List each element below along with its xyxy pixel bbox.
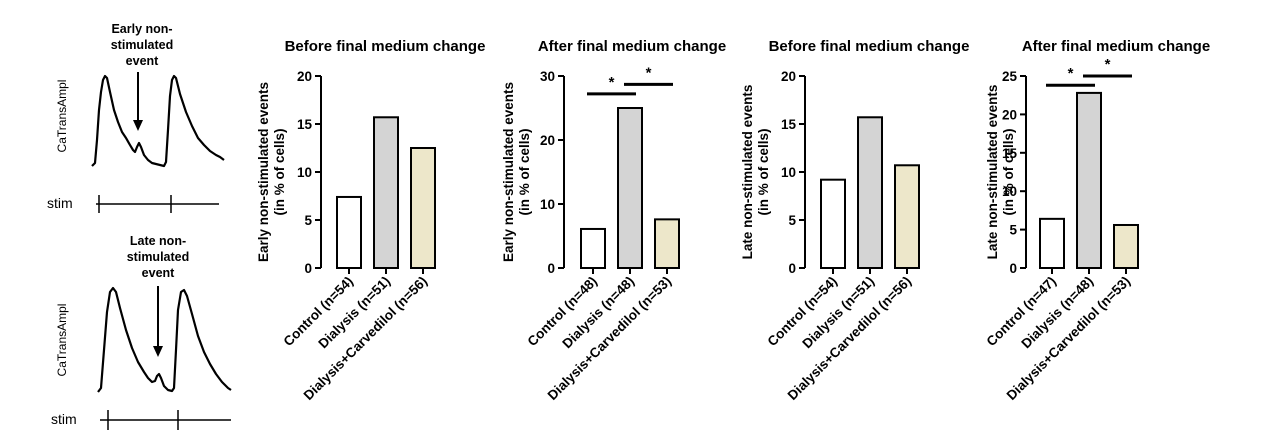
late-event-arrow-head: [153, 346, 163, 357]
late-before-bar-3: [894, 164, 920, 269]
late-calcium-trace: [97, 286, 232, 393]
early-event-arrow-head: [133, 120, 143, 131]
late-before-chart-title: Before final medium change: [769, 38, 970, 55]
late-after-y-axis-label-line: Late non-stimulated events: [985, 85, 1000, 260]
early-before-y-tick-label: 20: [297, 69, 312, 84]
early-after-y-tick-label: 20: [540, 133, 555, 148]
early-after-chart-title: After final medium change: [538, 38, 726, 55]
late-trace-title-line-1: Late non-: [130, 234, 186, 248]
early-before-y-tick-label: 0: [304, 261, 312, 276]
late-after-chart-title: After final medium change: [1022, 38, 1210, 55]
early-before-y-tick-label: 5: [304, 213, 312, 228]
early-after-y-tick-label: 30: [540, 69, 555, 84]
early-after-bar-2: [617, 107, 643, 269]
early-after-significance-star-2: *: [646, 64, 652, 81]
late-after-y-axis-label-line: (in % of cells): [1001, 128, 1016, 215]
late-before-y-axis-label-line: Late non-stimulated events: [740, 85, 755, 260]
early-before-y-axis-label: Early non-stimulated events(in % of cell…: [256, 82, 287, 262]
late-before-y-axis-label: Late non-stimulated events(in % of cells…: [740, 85, 771, 260]
late-after-y-tick-label: 10: [1002, 184, 1017, 199]
early-after-bar-3: [654, 218, 680, 269]
early-before-y-tick-label: 15: [297, 117, 313, 132]
late-after-significance-star-1: *: [1068, 65, 1074, 82]
late-after-y-tick-label: 25: [1002, 69, 1018, 84]
early-before-y-axis-label-line: (in % of cells): [272, 128, 287, 215]
early-after-y-tick-label: 0: [547, 261, 555, 276]
early-stim-label: stim: [47, 195, 73, 211]
late-before-y-tick-label: 0: [788, 261, 796, 276]
early-before-bar-2: [373, 116, 399, 269]
late-after-y-axis-label: Late non-stimulated events(in % of cells…: [985, 85, 1016, 260]
late-before-y-axis-label-line: (in % of cells): [756, 128, 771, 215]
late-after-y-tick-label: 20: [1002, 107, 1017, 122]
early-trace-title-line-2: stimulated: [111, 38, 174, 52]
late-after-bar-3: [1113, 223, 1139, 270]
bar-chart-early-after: After final medium change Early non-stimu…: [501, 38, 726, 403]
bar-chart-late-before: Before final medium change Late non-stimu…: [740, 38, 969, 403]
late-before-y-tick-label: 5: [788, 213, 796, 228]
late-after-bar-1: [1039, 217, 1065, 270]
late-before-bar-2: [857, 116, 883, 269]
late-trace-ylabel: CaTransAmpl: [55, 304, 69, 377]
early-before-bar-3: [410, 147, 436, 269]
late-after-y-tick-label: 15: [1002, 146, 1018, 161]
late-after-bar-2: [1076, 91, 1102, 269]
late-after-y-tick-label: 5: [1009, 223, 1017, 238]
late-after-significance-star-2: *: [1105, 56, 1111, 73]
early-before-chart-title: Before final medium change: [285, 38, 486, 55]
early-after-significance-star-1: *: [609, 74, 615, 91]
early-event-trace-panel: Early non- stimulated event CaTransAmpl …: [47, 22, 225, 213]
early-after-y-axis-label: Early non-stimulated events(in % of cell…: [501, 82, 532, 262]
late-after-y-tick-label: 0: [1009, 261, 1017, 276]
late-before-y-tick-label: 10: [781, 165, 796, 180]
late-before-y-tick-label: 20: [781, 69, 796, 84]
early-before-y-tick-label: 10: [297, 165, 312, 180]
early-trace-ylabel: CaTransAmpl: [55, 80, 69, 153]
early-calcium-trace: [91, 74, 225, 168]
early-after-y-axis-label-line: Early non-stimulated events: [501, 82, 516, 262]
late-event-trace-panel: Late non- stimulated event CaTransAmpl s…: [51, 234, 232, 430]
early-after-y-axis-label-line: (in % of cells): [517, 128, 532, 215]
late-before-bar-1: [820, 178, 846, 269]
late-trace-title-line-2: stimulated: [127, 250, 190, 264]
early-before-bar-1: [336, 195, 362, 270]
early-trace-title-line-1: Early non-: [111, 22, 172, 36]
bar-chart-late-after: After final medium change Late non-stimul…: [984, 38, 1211, 403]
early-trace-title-line-3: event: [126, 54, 159, 68]
bar-chart-early-before: Before final medium change Early non-stim…: [256, 38, 485, 403]
early-before-y-axis-label-line: Early non-stimulated events: [256, 82, 271, 262]
early-after-bar-1: [580, 227, 606, 270]
late-trace-title-line-3: event: [142, 266, 175, 280]
late-stim-label: stim: [51, 411, 77, 427]
late-before-y-tick-label: 15: [781, 117, 797, 132]
early-after-y-tick-label: 10: [540, 197, 555, 212]
